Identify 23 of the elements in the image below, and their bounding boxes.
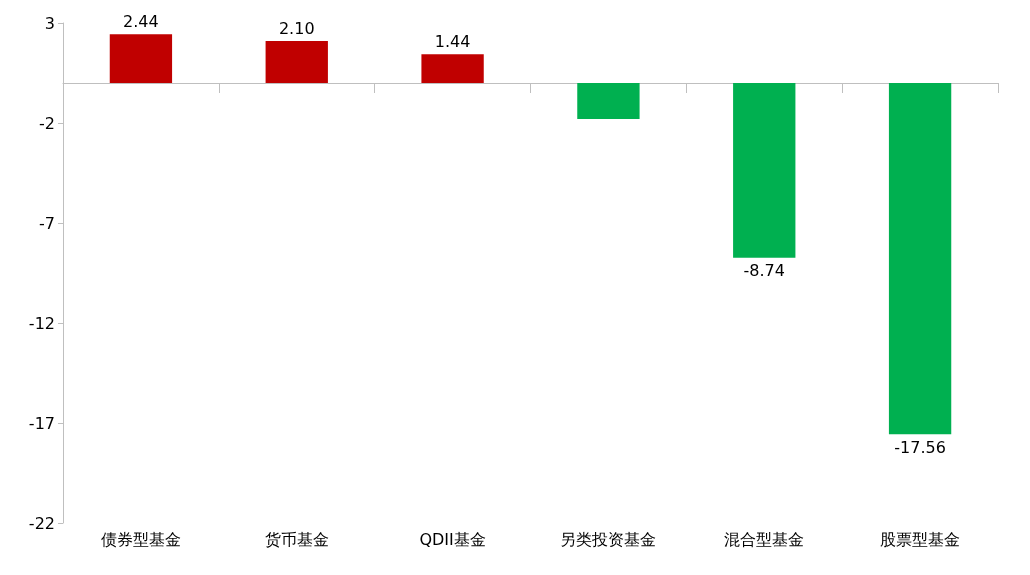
y-tick-label: -17 (28, 413, 55, 433)
data-label: 2.10 (278, 18, 315, 38)
x-tick-label: QDII基金 (419, 529, 486, 549)
bar (577, 83, 640, 119)
y-tick-label: -12 (28, 313, 55, 333)
x-tick-label: 债券型基金 (100, 529, 181, 549)
data-label: -17.56 (894, 437, 946, 457)
data-label: -8.74 (743, 261, 785, 281)
y-tick-label: -2 (39, 113, 55, 133)
y-tick-label: -22 (28, 513, 55, 533)
bar (888, 83, 952, 435)
x-tick-label: 股票型基金 (880, 529, 961, 549)
y-tick-label: -7 (39, 213, 55, 233)
bar (265, 41, 328, 83)
x-tick-label: 另类投资基金 (560, 529, 657, 549)
y-tick-label: 3 (44, 13, 55, 33)
bar (421, 54, 484, 83)
data-label: 1.44 (434, 31, 471, 51)
data-label: 2.44 (123, 11, 159, 31)
x-tick-label: 货币基金 (264, 529, 329, 549)
bar (109, 34, 173, 83)
x-tick-label: 混合型基金 (724, 529, 805, 549)
bar (733, 83, 796, 258)
